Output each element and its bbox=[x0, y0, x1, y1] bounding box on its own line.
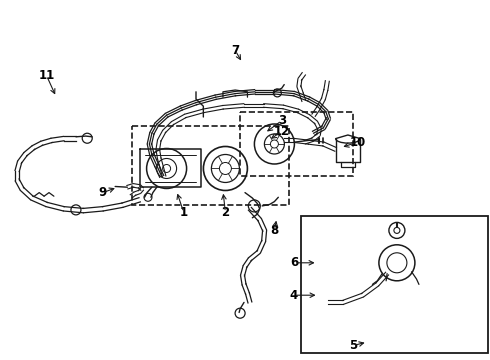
Bar bbox=[132, 126, 289, 205]
Text: 12: 12 bbox=[273, 125, 290, 138]
Text: 6: 6 bbox=[290, 256, 298, 269]
Text: 2: 2 bbox=[221, 206, 229, 219]
Bar bbox=[240, 112, 353, 176]
Text: 7: 7 bbox=[231, 44, 239, 57]
Text: 3: 3 bbox=[278, 114, 286, 127]
Bar bbox=[301, 216, 488, 353]
Text: 4: 4 bbox=[290, 289, 298, 302]
Text: 5: 5 bbox=[349, 339, 357, 352]
Text: 11: 11 bbox=[38, 69, 55, 82]
Text: 1: 1 bbox=[180, 206, 188, 219]
Text: 9: 9 bbox=[99, 186, 107, 199]
Text: 8: 8 bbox=[270, 224, 278, 237]
Text: 10: 10 bbox=[349, 136, 366, 149]
